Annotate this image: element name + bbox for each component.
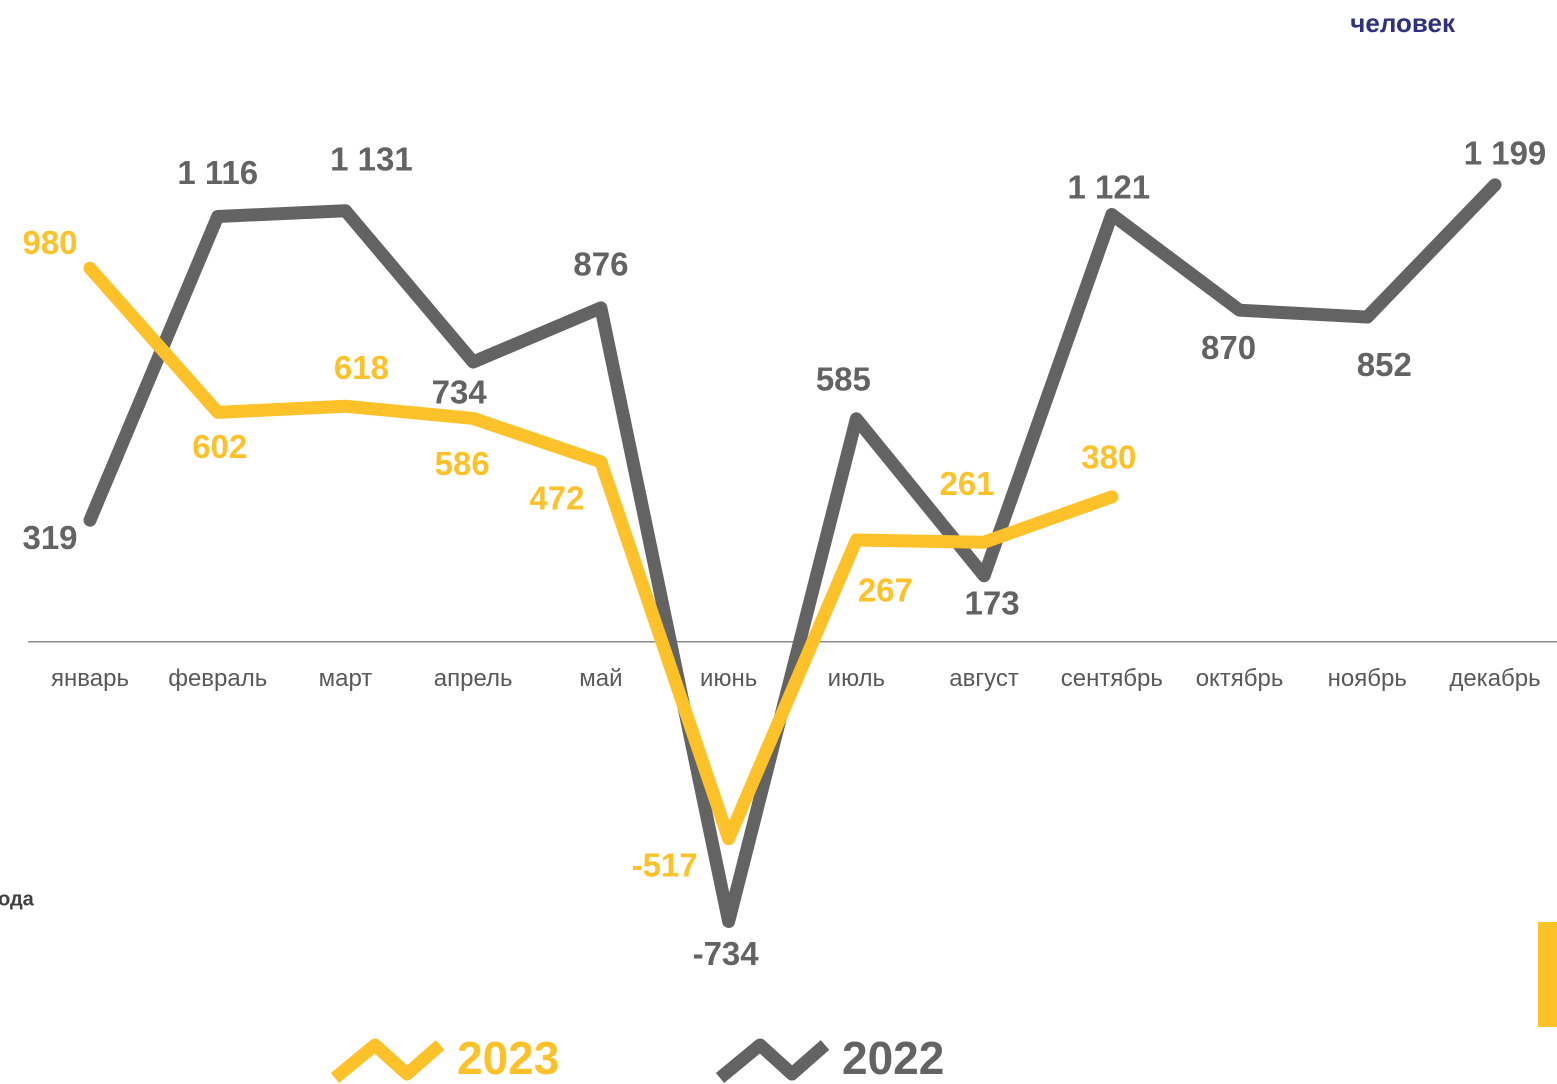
data-label: 380 (1081, 439, 1136, 476)
x-tick-label: декабрь (1449, 665, 1540, 692)
x-tick-label: июнь (700, 665, 757, 692)
x-tick-label: февраль (168, 665, 267, 692)
data-label: 1 199 (1464, 135, 1547, 172)
x-tick-label: сентябрь (1061, 665, 1163, 692)
data-label: 602 (192, 428, 247, 465)
x-tick-label: август (949, 665, 1019, 692)
annotation: ода (0, 888, 35, 910)
legend-label: 2022 (842, 1032, 944, 1084)
unit-label: человек (1350, 8, 1456, 38)
data-label: -517 (632, 846, 698, 883)
data-label: 472 (529, 480, 584, 517)
x-tick-label: май (579, 665, 622, 692)
data-label: 585 (816, 361, 871, 398)
data-label: 1 116 (177, 154, 258, 191)
data-label: 1 121 (1068, 168, 1151, 205)
data-label: 870 (1201, 329, 1256, 366)
data-label: 734 (432, 374, 488, 411)
x-tick-label: март (319, 665, 373, 692)
legend-label: 2023 (457, 1032, 559, 1084)
data-label: 1 131 (330, 140, 413, 177)
data-label: 618 (334, 349, 389, 386)
x-tick-label: июль (828, 665, 885, 692)
x-tick-label: январь (51, 665, 129, 692)
data-label: 980 (22, 224, 77, 261)
data-label: 319 (22, 519, 77, 556)
legend-swatch (330, 1038, 445, 1084)
x-tick-label: ноябрь (1328, 665, 1407, 692)
series-line (83, 261, 1119, 846)
legend-swatch (715, 1038, 830, 1084)
data-label: 876 (573, 246, 628, 283)
data-label: -734 (693, 935, 760, 972)
decor-bar (1538, 922, 1557, 1027)
x-tick-label: октябрь (1196, 665, 1284, 692)
x-tick-label: апрель (434, 665, 513, 692)
data-label: 173 (965, 585, 1020, 622)
series-line (83, 178, 1502, 928)
data-label: 261 (940, 465, 995, 502)
data-label: 586 (435, 445, 490, 482)
data-label: 267 (858, 572, 913, 609)
data-label: 852 (1357, 346, 1412, 383)
